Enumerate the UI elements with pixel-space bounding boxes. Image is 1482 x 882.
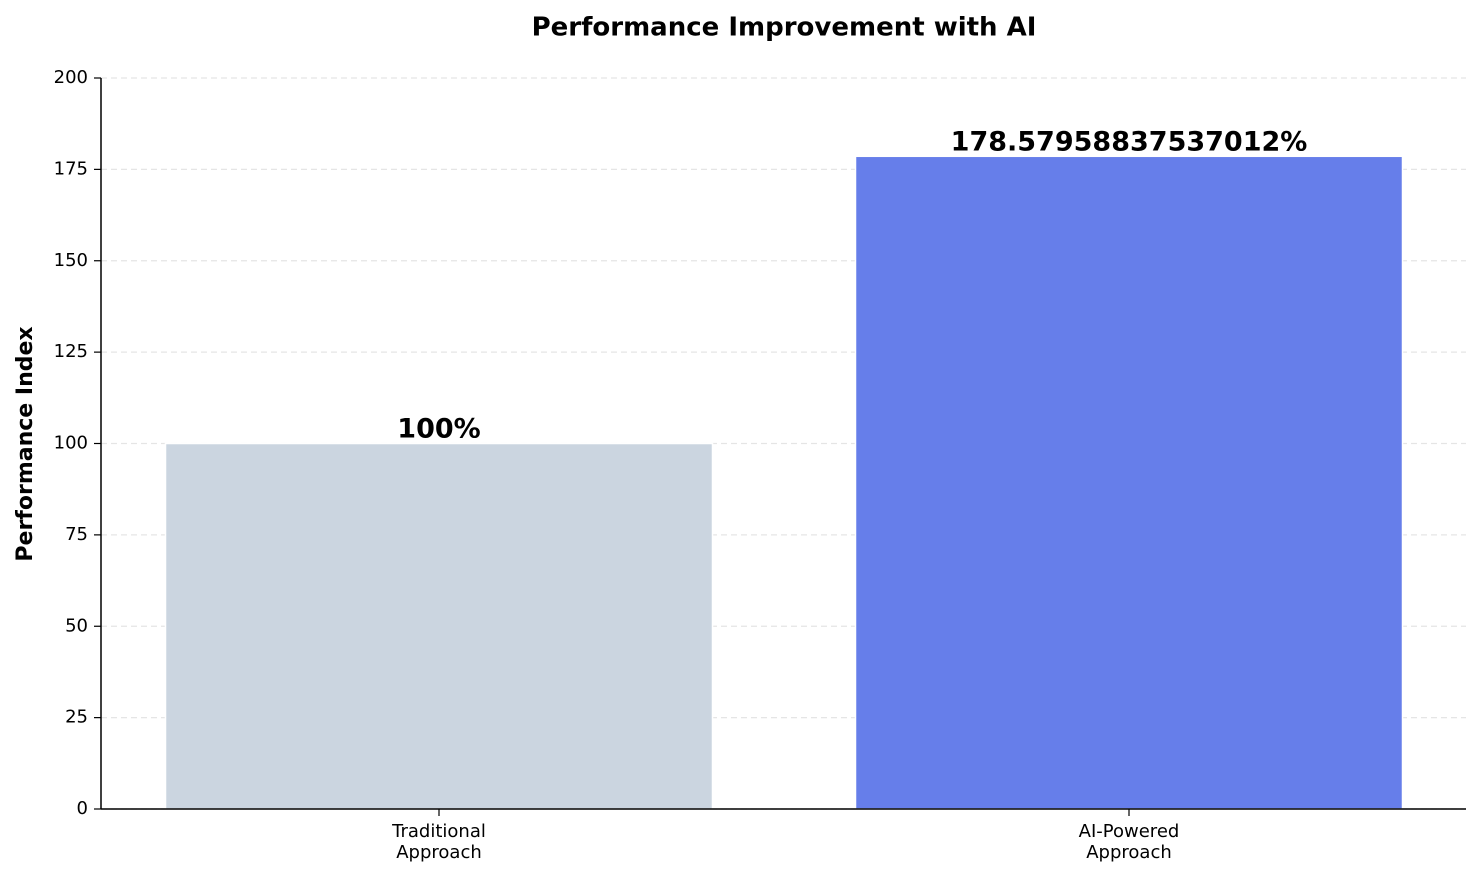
y-tick-label: 25 (65, 707, 88, 728)
x-tick-label: Traditional Approach (392, 821, 486, 863)
y-tick-label: 100 (54, 433, 88, 454)
x-tick-label: AI-Powered Approach (1078, 821, 1180, 863)
chart-title: Performance Improvement with AI (532, 13, 1037, 43)
bar (854, 155, 1404, 810)
y-tick-label: 0 (77, 798, 88, 819)
y-tick-label: 175 (54, 158, 88, 179)
x-tick-label-box: AI-Powered Approach (1078, 821, 1180, 863)
value-label: 100% (397, 414, 480, 445)
y-tick-label: 150 (54, 250, 88, 271)
value-label: 178.57958837537012% (951, 126, 1308, 157)
y-axis-label: Performance Index (13, 326, 38, 561)
bar (164, 442, 714, 810)
y-tick-label: 50 (65, 615, 88, 636)
y-tick-label: 125 (54, 341, 88, 362)
y-tick-label: 200 (54, 67, 88, 88)
x-tick-label-box: Traditional Approach (392, 821, 486, 863)
y-tick-label: 75 (65, 524, 88, 545)
